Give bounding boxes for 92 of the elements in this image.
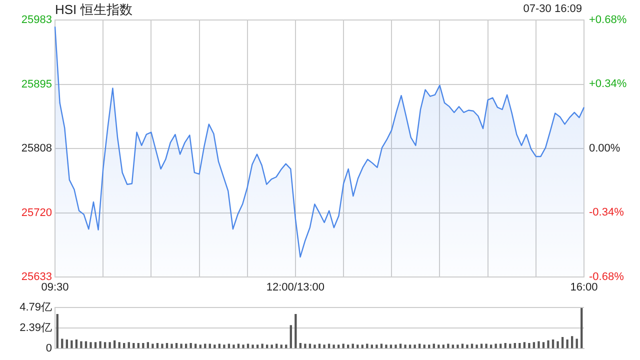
bar	[547, 340, 550, 348]
bar	[576, 338, 578, 348]
bar	[56, 314, 58, 348]
bar	[428, 344, 430, 348]
bar	[442, 344, 444, 348]
bar	[294, 314, 297, 348]
y2-tick-label: -0.34%	[589, 206, 624, 219]
text: 07-30 16:09	[523, 3, 582, 15]
bar	[414, 344, 416, 348]
bar	[528, 342, 530, 348]
y-tick-label: 2.39亿	[20, 322, 52, 334]
bar	[332, 344, 335, 348]
bar	[190, 342, 192, 348]
bar	[314, 344, 316, 348]
bar	[223, 344, 226, 348]
bar	[214, 344, 216, 348]
bar	[161, 344, 164, 348]
bar	[385, 344, 388, 348]
bar	[571, 336, 574, 348]
bar	[90, 342, 92, 348]
y-tick-label: 25633	[21, 270, 52, 283]
bar	[342, 344, 344, 348]
bar	[280, 344, 282, 348]
y-tick-label: 25720	[21, 207, 52, 219]
bar	[394, 344, 397, 348]
bar	[104, 342, 106, 348]
bar	[423, 344, 426, 348]
bar	[108, 342, 111, 348]
bar	[99, 341, 102, 348]
bar	[256, 344, 259, 348]
bar	[356, 344, 359, 348]
bar	[447, 344, 450, 348]
bar	[561, 336, 564, 348]
x-tick-label: 09:30	[41, 281, 69, 294]
bar	[456, 344, 459, 348]
y-tick-label: 25808	[21, 142, 52, 154]
bar	[476, 344, 478, 348]
bar	[261, 344, 264, 348]
bar	[566, 340, 568, 348]
bar	[452, 344, 454, 348]
bar	[75, 340, 78, 348]
bar	[94, 342, 97, 348]
bar	[552, 340, 554, 348]
bar	[390, 344, 392, 348]
bar	[232, 344, 235, 348]
bar	[290, 325, 292, 348]
bar	[438, 344, 440, 348]
bar	[580, 308, 583, 348]
bar	[152, 344, 154, 348]
y-tick-label: 0	[46, 342, 52, 354]
bar	[523, 342, 526, 348]
bar	[285, 344, 288, 348]
bar	[376, 344, 378, 348]
bar	[404, 344, 406, 348]
bar	[252, 344, 254, 348]
bar	[128, 342, 130, 348]
bar	[80, 341, 82, 348]
bar	[337, 344, 340, 348]
bar	[361, 344, 364, 348]
bar	[532, 342, 536, 348]
bar	[542, 342, 545, 348]
bar	[556, 341, 559, 348]
bar	[118, 342, 120, 348]
bar	[270, 344, 273, 348]
bar	[146, 342, 150, 348]
bar	[466, 344, 468, 348]
bar	[538, 341, 540, 348]
bar	[180, 344, 182, 348]
y2-tick-label: 0.00%	[589, 142, 620, 154]
bar	[323, 344, 326, 348]
y-tick-label: 4.79亿	[20, 302, 52, 314]
bar	[170, 344, 173, 348]
bar	[66, 340, 68, 348]
y-tick-label: 25895	[21, 78, 52, 91]
y2-tick-label: -0.68%	[589, 270, 624, 283]
bar	[242, 344, 244, 348]
bar	[70, 340, 73, 348]
y2-tick-label: +0.68%	[589, 14, 627, 26]
bar	[490, 344, 492, 348]
y-tick-label: 25983	[21, 14, 52, 26]
x-tick-label: 12:00/13:00	[266, 281, 325, 294]
bar	[266, 344, 268, 348]
bar	[304, 344, 306, 348]
bar	[370, 344, 374, 348]
bar	[347, 344, 350, 348]
chart-title: HSI 恒生指数	[55, 1, 132, 19]
bar	[199, 344, 202, 348]
x-tick-label: 16:00	[570, 281, 598, 294]
y2-tick-label: +0.34%	[589, 78, 627, 90]
bar	[408, 344, 412, 348]
bar	[485, 344, 488, 348]
bar	[61, 338, 64, 348]
